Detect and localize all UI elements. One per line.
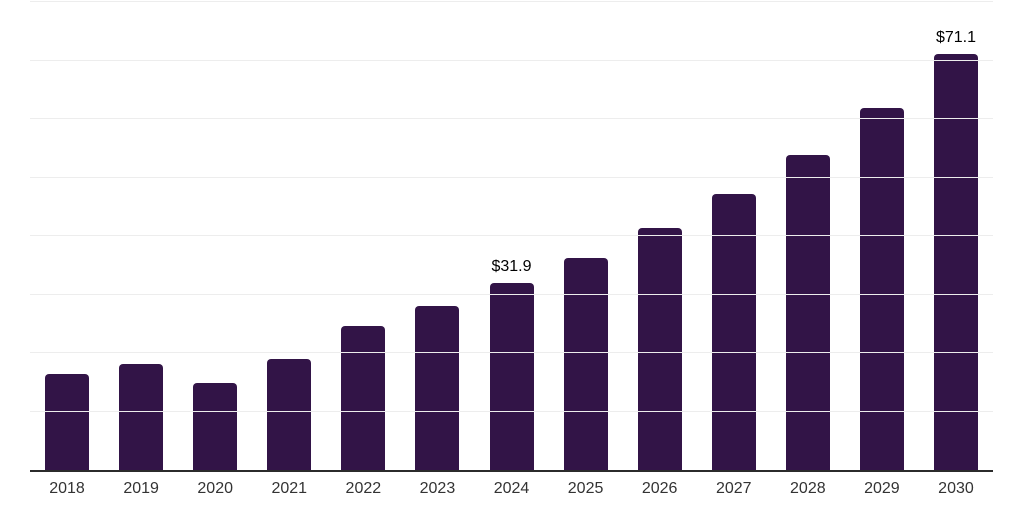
bar-slot-2022 [326, 2, 400, 470]
x-axis-label-2020: 2020 [197, 480, 233, 497]
x-axis-label-2025: 2025 [567, 480, 604, 497]
bars-container: $31.9 $71.1 [30, 2, 993, 470]
gridline [30, 176, 993, 178]
x-axis-label-2024: 2024 [493, 480, 530, 497]
bar-2020 [193, 382, 238, 470]
x-axis-label-2021: 2021 [271, 480, 308, 497]
bar-2029 [859, 108, 904, 470]
x-axis-label-2027: 2027 [715, 480, 752, 497]
bar-2025 [563, 258, 608, 470]
gridline [30, 293, 993, 295]
x-axis-label-2026: 2026 [641, 480, 678, 497]
x-axis-label-2018: 2018 [49, 480, 85, 497]
bar-slot-2020 [178, 2, 252, 470]
x-axis-label-2028: 2028 [790, 480, 826, 497]
plot-area: $31.9 $71.1 [30, 1, 993, 472]
gridline [30, 235, 993, 236]
bar-slot-2024: $31.9 [474, 2, 548, 470]
x-axis-labels: 2018 2019 2020 2021 2022 2023 2024 2025 2026 2027… [30, 480, 993, 498]
bar-slot-2030: $71.1 [919, 2, 993, 470]
bar-slot-2023 [400, 2, 474, 470]
gridline [30, 410, 993, 412]
gridline [30, 352, 993, 353]
bar-2019 [119, 364, 164, 470]
bar-2024: $31.9 [489, 258, 534, 470]
bar-slot-2026 [623, 2, 697, 470]
bar-slot-2019 [104, 2, 178, 470]
bar-2027 [711, 194, 756, 470]
bar-2021 [267, 359, 312, 470]
gridline [30, 59, 993, 61]
bar-slot-2018 [30, 2, 104, 470]
bar-2028 [785, 154, 830, 470]
data-label-2024: $31.9 [491, 258, 532, 276]
bar-slot-2021 [252, 2, 326, 470]
bar-2026 [637, 228, 682, 470]
bar-2022 [341, 326, 386, 470]
gridline [30, 118, 993, 119]
x-axis-label-2029: 2029 [864, 480, 900, 497]
data-label-2030: $71.1 [935, 29, 976, 47]
x-axis-label-2030: 2030 [938, 480, 974, 497]
bar-slot-2028 [771, 2, 845, 470]
bar-2030: $71.1 [933, 29, 978, 470]
gridline [30, 1, 993, 2]
bar-2023 [415, 306, 460, 470]
bar-slot-2025 [549, 2, 623, 470]
x-axis-label-2019: 2019 [123, 480, 159, 497]
bar-slot-2029 [845, 2, 919, 470]
bar-slot-2027 [697, 2, 771, 470]
x-axis-label-2023: 2023 [419, 480, 456, 497]
bar-2018 [45, 374, 90, 470]
x-axis-label-2022: 2022 [345, 480, 382, 497]
